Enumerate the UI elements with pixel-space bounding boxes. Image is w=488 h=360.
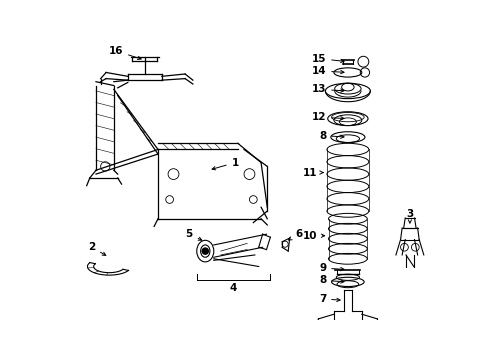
Text: 15: 15 bbox=[311, 54, 344, 64]
Text: 1: 1 bbox=[212, 158, 238, 170]
Text: 13: 13 bbox=[311, 84, 344, 94]
Text: 3: 3 bbox=[406, 209, 413, 223]
Text: 8: 8 bbox=[318, 131, 344, 141]
Text: 12: 12 bbox=[311, 112, 344, 122]
Text: 10: 10 bbox=[302, 231, 324, 241]
Text: 7: 7 bbox=[318, 294, 340, 304]
Text: 2: 2 bbox=[88, 242, 105, 255]
Text: 4: 4 bbox=[229, 283, 236, 293]
Text: 5: 5 bbox=[185, 229, 202, 240]
Text: 6: 6 bbox=[288, 229, 302, 240]
Text: 11: 11 bbox=[302, 167, 323, 177]
Text: 9: 9 bbox=[318, 263, 344, 273]
Text: 8: 8 bbox=[318, 275, 344, 285]
Text: 14: 14 bbox=[311, 66, 344, 76]
Circle shape bbox=[202, 248, 208, 254]
Text: 16: 16 bbox=[108, 46, 141, 59]
